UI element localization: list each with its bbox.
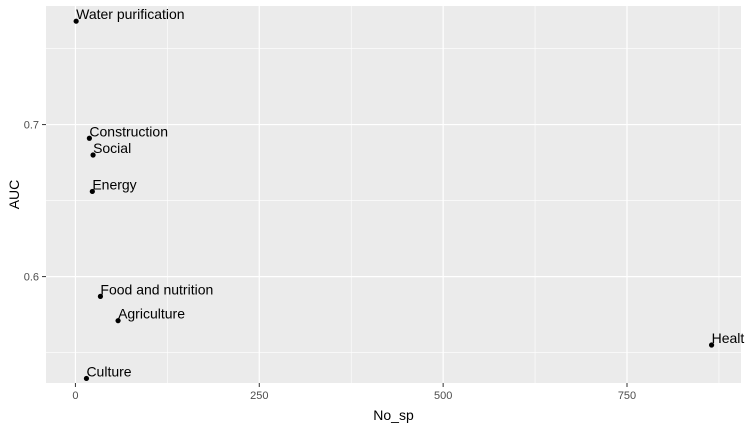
minor-gridlines — [46, 6, 741, 383]
plot-panel — [46, 6, 741, 383]
data-point — [115, 318, 121, 324]
point-label: Construction — [89, 123, 168, 139]
y-axis-title: AUC — [6, 180, 22, 210]
x-axis-title: No_sp — [373, 407, 414, 423]
data-point — [90, 152, 96, 158]
x-tick-label: 250 — [250, 390, 268, 402]
data-point — [86, 135, 92, 141]
axis-ticks — [42, 124, 628, 387]
data-point — [89, 188, 95, 195]
data-point — [97, 293, 104, 299]
x-tick-label: 0 — [72, 390, 78, 402]
x-tick-labels: 0 250 500 750 — [72, 390, 636, 402]
data-point — [73, 18, 79, 24]
point-label: Agriculture — [118, 306, 185, 322]
x-tick-label: 500 — [434, 390, 452, 402]
y-tick-label: 0.7 — [24, 120, 39, 132]
data-point — [83, 375, 90, 382]
y-tick-label: 0.6 — [24, 272, 39, 284]
point-label: Culture — [86, 363, 131, 379]
point-label: Healt — [712, 330, 745, 346]
point-label: Water purification — [76, 6, 184, 22]
y-tick-labels: 0.6 0.7 — [24, 120, 39, 284]
point-label: Food and nutrition — [100, 281, 213, 297]
x-tick-label: 750 — [618, 390, 636, 402]
major-gridlines — [46, 6, 741, 383]
data-point — [708, 342, 715, 348]
point-label: Social — [93, 140, 131, 156]
data-points — [73, 18, 715, 382]
point-label: Energy — [92, 176, 136, 192]
